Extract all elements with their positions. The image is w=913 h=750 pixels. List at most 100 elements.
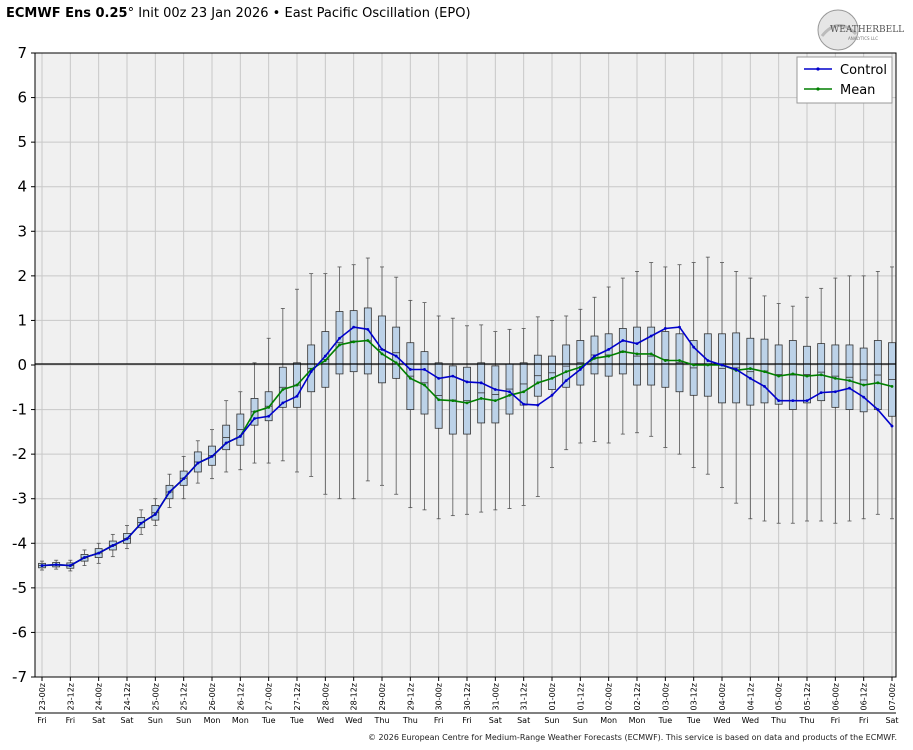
series-point-control	[706, 359, 710, 362]
x-day-label: Wed	[317, 716, 334, 725]
series-point-control	[678, 325, 681, 329]
series-point-control	[522, 402, 526, 406]
series-point-mean	[423, 383, 426, 387]
series-point-mean	[833, 376, 837, 380]
x-day-label: Sun	[573, 716, 588, 725]
legend: Control Mean	[796, 56, 893, 104]
x-day-label: Tue	[261, 716, 276, 725]
series-point-mean	[805, 374, 809, 378]
weatherbell-logo: WEATHERBELL ANALYTICS LLC	[817, 9, 904, 51]
series-point-control	[649, 334, 653, 338]
series-point-control	[550, 393, 554, 397]
x-day-label: Mon	[629, 716, 646, 725]
series-point-control	[309, 370, 313, 374]
series-point-control	[224, 441, 228, 445]
y-tick-label: -1	[12, 401, 27, 419]
series-point-control	[848, 386, 851, 390]
series-point-control	[451, 374, 455, 378]
series-point-mean	[791, 372, 795, 376]
series-point-mean	[295, 383, 299, 387]
series-point-control	[338, 336, 341, 340]
series-point-control	[352, 325, 356, 329]
y-tick-label: 3	[17, 222, 27, 240]
x-date-label: 06-12z	[860, 683, 869, 710]
x-date-label: 26-12z	[236, 683, 245, 710]
series-point-control	[635, 342, 639, 346]
copyright-notice: © 2026 European Centre for Medium-Range …	[368, 733, 897, 742]
x-day-label: Fri	[462, 716, 472, 725]
chart-title: ECMWF Ens 0.25° Init 00z 23 Jan 2026 • E…	[6, 6, 471, 21]
x-day-label: Tue	[657, 716, 672, 725]
series-point-control	[196, 461, 200, 465]
legend-mean-label: Mean	[840, 83, 875, 98]
series-point-control	[253, 417, 256, 420]
series-point-control	[408, 368, 412, 371]
x-day-label: Tue	[686, 716, 701, 725]
series-point-control	[763, 384, 766, 388]
series-point-control	[323, 354, 327, 358]
series-point-control	[479, 381, 483, 385]
x-date-label: 02-00z	[605, 683, 614, 710]
series-point-mean	[380, 352, 384, 356]
series-point-mean	[777, 374, 781, 378]
x-date-label: 28-00z	[321, 683, 330, 710]
series-point-mean	[508, 393, 511, 397]
series-point-control	[267, 414, 271, 418]
x-date-label: 24-12z	[123, 683, 132, 710]
x-day-label: Thu	[770, 716, 786, 725]
series-point-mean	[366, 339, 370, 342]
series-point-control	[153, 512, 157, 516]
series-point-control	[295, 394, 299, 398]
x-day-label: Mon	[232, 716, 249, 725]
series-point-control	[437, 376, 441, 380]
x-date-label: 01-12z	[576, 683, 585, 710]
series-point-mean	[663, 359, 667, 362]
legend-mean-marker	[816, 87, 820, 91]
series-point-mean	[267, 405, 271, 409]
series-point-control	[833, 390, 837, 394]
x-day-label: Mon	[600, 716, 617, 725]
degree-symbol: °	[127, 6, 135, 21]
x-day-label: Thu	[798, 716, 814, 725]
series-point-mean	[451, 399, 455, 403]
y-tick-label: 4	[17, 178, 27, 196]
svg-text:ANALYTICS LLC: ANALYTICS LLC	[848, 36, 878, 41]
x-date-label: 25-00z	[151, 683, 160, 710]
series-point-control	[777, 399, 781, 403]
x-day-label: Sun	[544, 716, 559, 725]
y-tick-label: 1	[17, 311, 27, 329]
x-day-label: Wed	[345, 716, 362, 725]
x-date-label: 05-00z	[775, 683, 784, 710]
series-point-control	[210, 454, 214, 458]
x-day-label: Fri	[831, 716, 841, 725]
series-point-control	[748, 376, 752, 380]
x-date-label: 03-00z	[661, 683, 670, 710]
x-day-label: Sat	[92, 716, 105, 725]
series-point-control	[68, 564, 72, 567]
series-point-control	[876, 408, 880, 411]
series-point-control	[281, 401, 285, 405]
x-day-label: Wed	[742, 716, 759, 725]
series-point-mean	[876, 381, 880, 385]
x-date-label: 05-12z	[803, 683, 812, 710]
x-date-label: 25-12z	[180, 683, 189, 710]
x-date-label: 04-00z	[718, 683, 727, 710]
y-axis: 7 6 5 4 3 2 1 0 -1 -2 -3 -4 -5 -6 -7	[12, 44, 35, 686]
series-point-mean	[253, 410, 256, 414]
series-point-mean	[437, 398, 441, 402]
series-point-mean	[465, 401, 469, 405]
x-day-label: Sat	[885, 716, 898, 725]
y-tick-label: -7	[12, 668, 27, 686]
series-point-mean	[607, 354, 611, 358]
series-point-control	[54, 563, 58, 567]
series-point-control	[578, 368, 582, 371]
series-point-mean	[649, 352, 653, 356]
model-name: ECMWF Ens 0.25	[6, 6, 128, 21]
x-date-label: 27-00z	[265, 683, 274, 710]
series-point-control	[83, 556, 86, 559]
series-point-control	[168, 490, 171, 494]
series-point-control	[508, 390, 511, 394]
series-point-control	[125, 537, 129, 541]
x-day-label: Tue	[289, 716, 304, 725]
